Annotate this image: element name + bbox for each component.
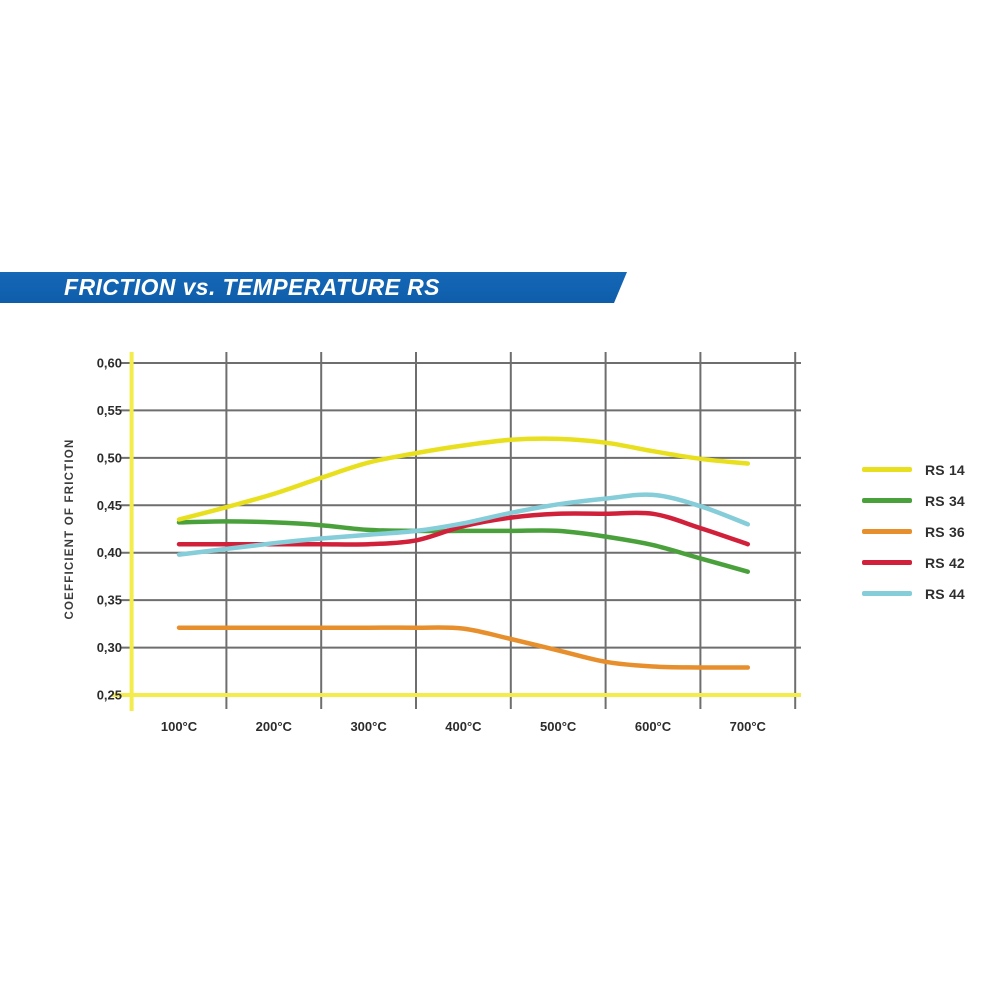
series-line-rs-44 [176, 492, 751, 557]
x-tick-label: 200°C [256, 719, 293, 734]
legend-label-rs-36: RS 36 [925, 523, 965, 540]
legend-swatch-rs-44 [862, 591, 912, 596]
y-tick-label: 0,30 [97, 640, 122, 655]
y-tick-label: 0,25 [97, 688, 122, 703]
chart-legend: RS 14 RS 34 RS 36 RS 42 RS 44 [862, 454, 965, 609]
legend-swatch-rs-34 [862, 498, 912, 503]
x-tick-label: 300°C [350, 719, 387, 734]
legend-item-rs-36: RS 36 [862, 516, 965, 547]
y-axis-title: COEFFICIENT OF FRICTION [64, 439, 76, 620]
series-layer [176, 436, 751, 670]
x-tick-label: 600°C [635, 719, 672, 734]
x-tick-label: 500°C [540, 719, 577, 734]
legend-item-rs-34: RS 34 [862, 485, 965, 516]
x-tick-label: 700°C [730, 719, 767, 734]
x-tick-label: 100°C [161, 719, 198, 734]
series-line-rs-36 [176, 625, 751, 670]
y-tick-label: 0,60 [97, 356, 122, 371]
series-line-rs-14 [176, 436, 751, 522]
y-tick-label: 0,45 [97, 498, 122, 513]
legend-item-rs-44: RS 44 [862, 578, 965, 609]
series-line-rs-34 [176, 519, 751, 574]
legend-label-rs-44: RS 44 [925, 585, 965, 602]
legend-swatch-rs-14 [862, 467, 912, 472]
y-tick-label: 0,55 [97, 403, 122, 418]
legend-swatch-rs-42 [862, 560, 912, 565]
x-tick-label: 400°C [445, 719, 482, 734]
legend-label-rs-34: RS 34 [925, 492, 965, 509]
grid-layer [121, 352, 801, 709]
section-title: FRICTION vs. TEMPERATURE RS [64, 274, 440, 300]
section-header-banner: FRICTION vs. TEMPERATURE RS [0, 272, 627, 303]
legend-item-rs-42: RS 42 [862, 547, 965, 578]
legend-label-rs-14: RS 14 [925, 461, 965, 478]
label-layer: COEFFICIENT OF FRICTION 0,60 0,55 0,50 0,45… [64, 356, 767, 735]
y-tick-label: 0,50 [97, 450, 122, 465]
y-tick-label: 0,40 [97, 545, 122, 560]
legend-item-rs-14: RS 14 [862, 454, 965, 485]
axis-layer [112, 352, 801, 711]
series-line-rs-42 [176, 510, 751, 547]
y-tick-label: 0,35 [97, 593, 122, 608]
legend-label-rs-42: RS 42 [925, 554, 965, 571]
legend-swatch-rs-36 [862, 529, 912, 534]
